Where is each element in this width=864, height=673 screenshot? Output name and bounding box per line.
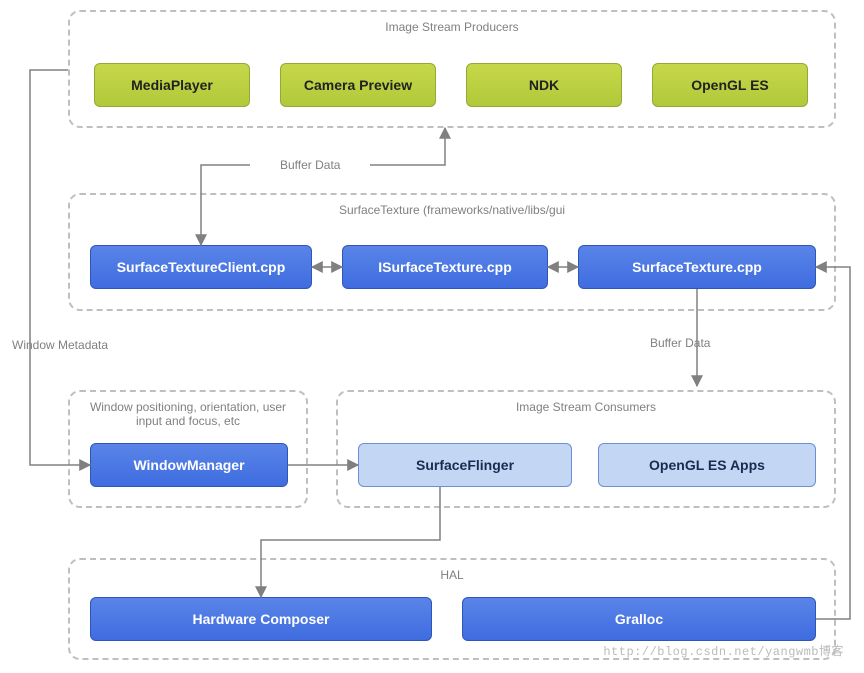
node-surfacetextureclient: SurfaceTextureClient.cpp (90, 245, 312, 289)
label-buffer-data-1: Buffer Data (280, 158, 340, 172)
watermark: http://blog.csdn.net/yangwmb博客 (603, 642, 844, 659)
node-opengl-es: OpenGL ES (652, 63, 808, 107)
node-surfaceflinger: SurfaceFlinger (358, 443, 572, 487)
label-window-metadata: Window Metadata (12, 338, 108, 352)
group-title-surfacetexture: SurfaceTexture (frameworks/native/libs/g… (70, 203, 834, 217)
group-title-consumers: Image Stream Consumers (338, 400, 834, 414)
node-surfacetexture: SurfaceTexture.cpp (578, 245, 816, 289)
node-isurfacetexture: ISurfaceTexture.cpp (342, 245, 548, 289)
node-camera-preview: Camera Preview (280, 63, 436, 107)
group-title-producers: Image Stream Producers (70, 20, 834, 34)
node-gralloc: Gralloc (462, 597, 816, 641)
node-mediaplayer: MediaPlayer (94, 63, 250, 107)
group-title-hal: HAL (70, 568, 834, 582)
node-hardware-composer: Hardware Composer (90, 597, 432, 641)
group-title-winpos: Window positioning, orientation, user in… (70, 400, 306, 428)
label-buffer-data-2: Buffer Data (650, 336, 710, 350)
node-ndk: NDK (466, 63, 622, 107)
node-windowmanager: WindowManager (90, 443, 288, 487)
node-opengl-es-apps: OpenGL ES Apps (598, 443, 816, 487)
